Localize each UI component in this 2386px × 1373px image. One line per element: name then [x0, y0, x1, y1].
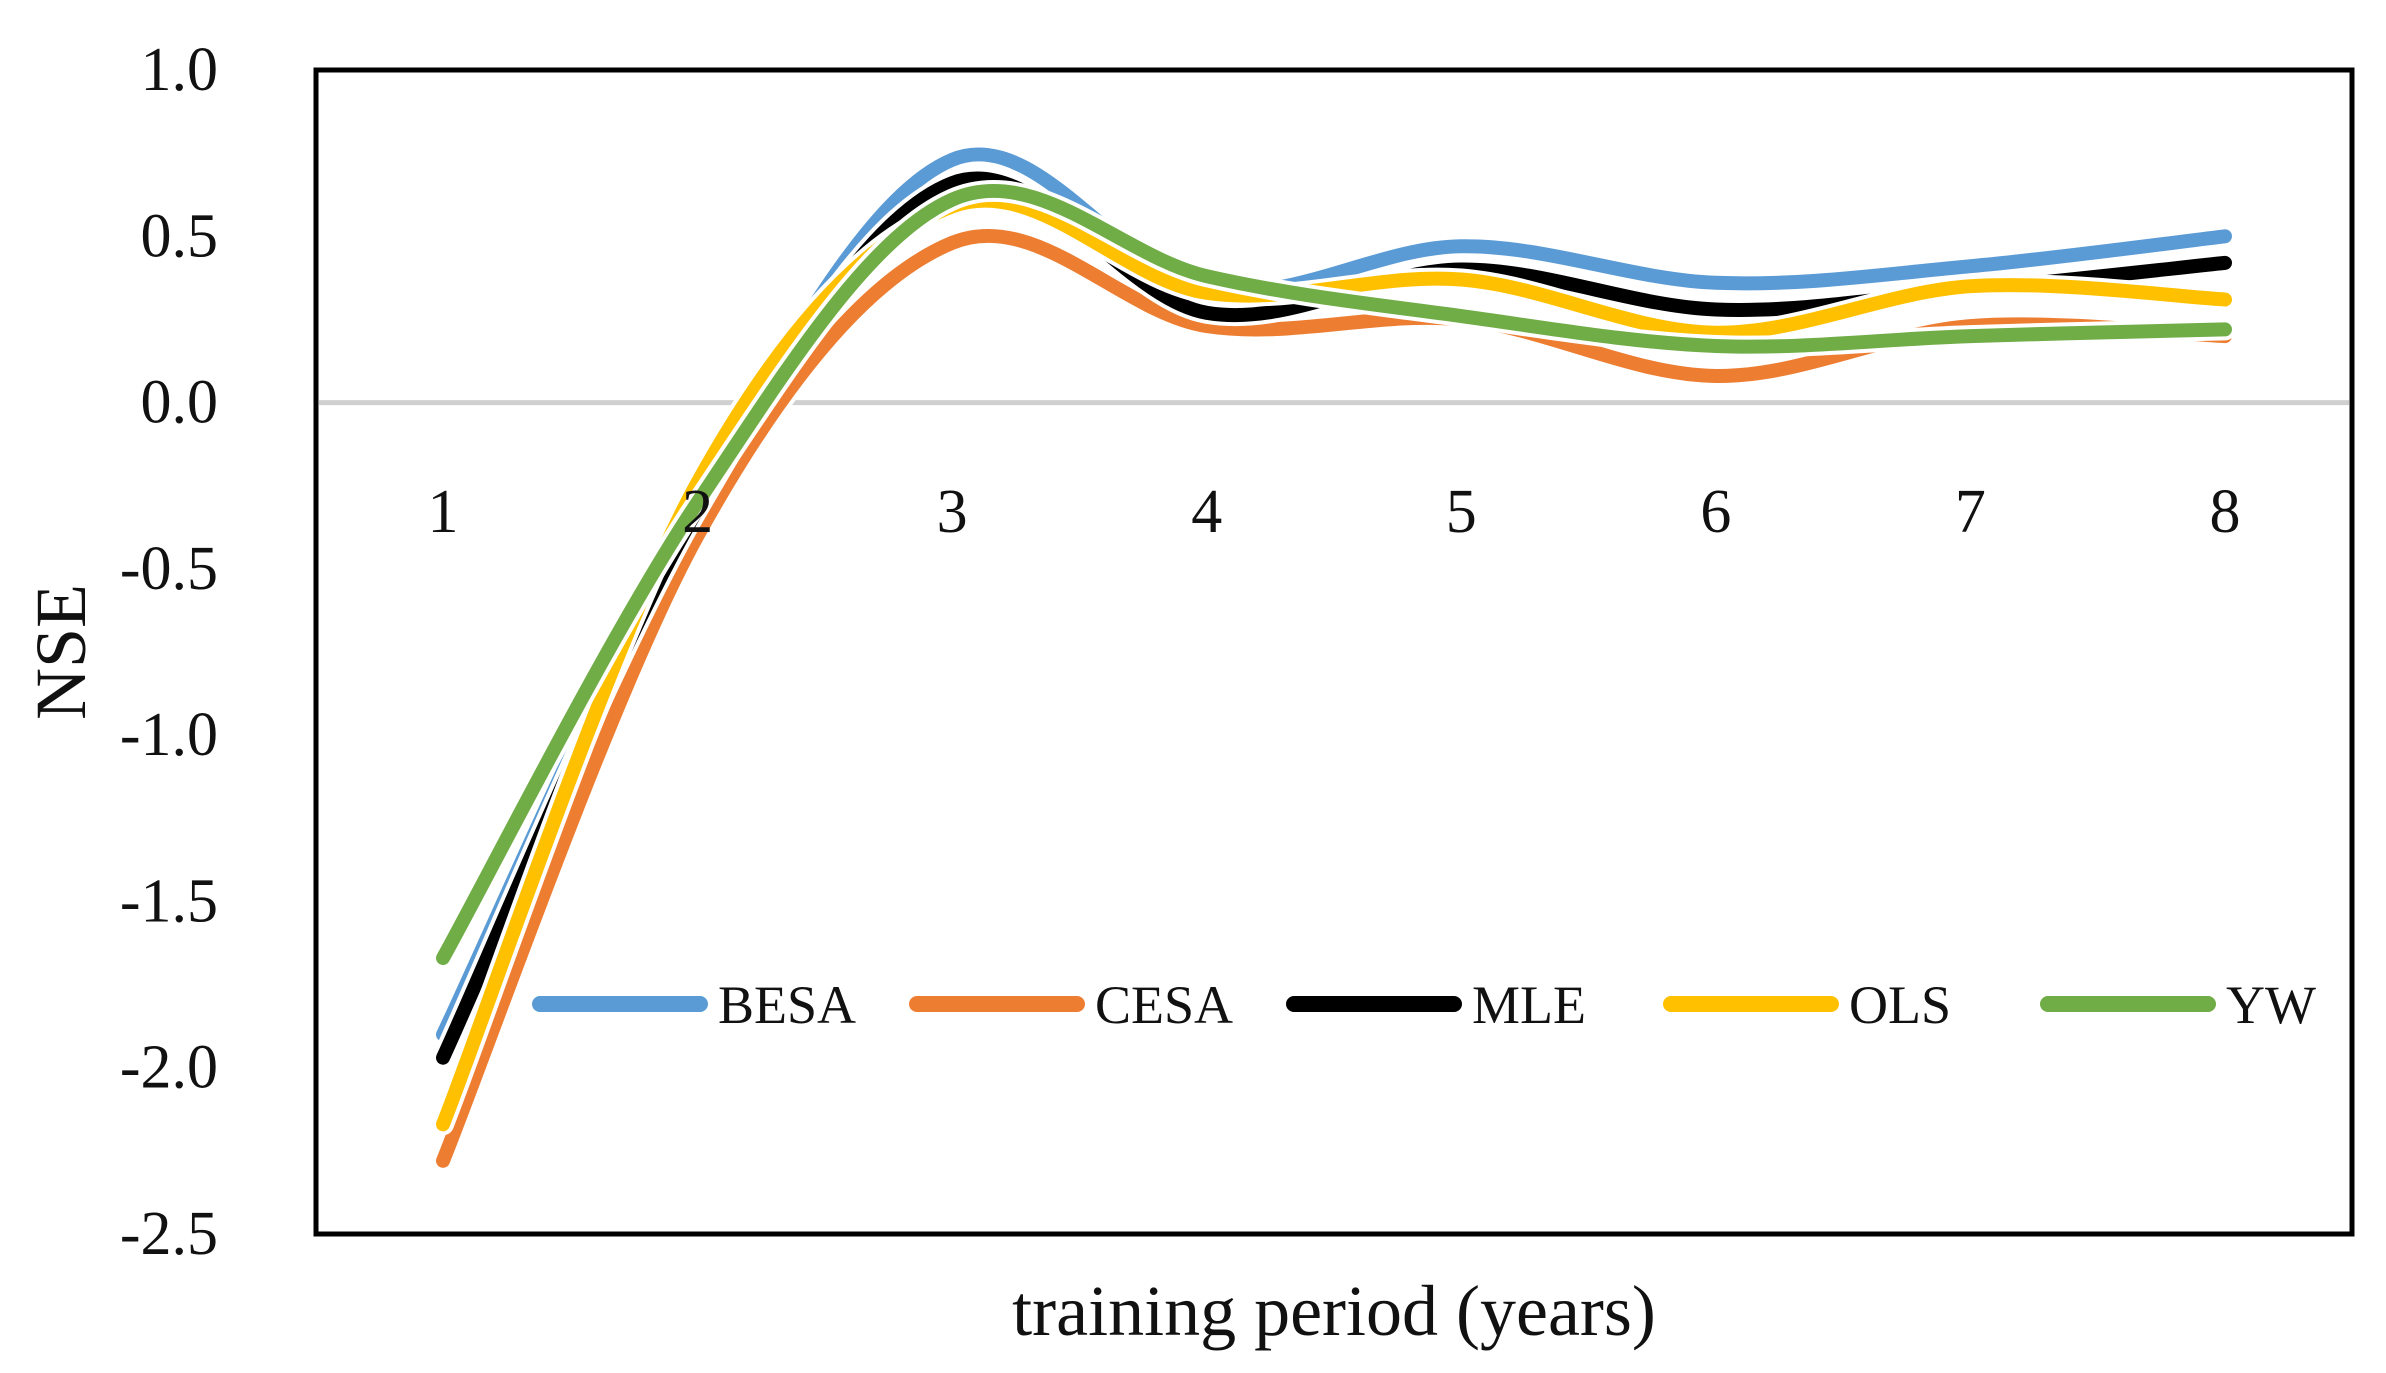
legend-label-ols: OLS	[1849, 975, 1951, 1035]
y-tick-label: -1.5	[120, 867, 218, 935]
series-line-cesa	[436, 229, 2232, 1168]
legend-label-yw: YW	[2226, 975, 2316, 1035]
y-tick-label: 0.0	[141, 369, 219, 437]
x-tick-label: 3	[937, 478, 968, 546]
y-axis-title: NSE	[21, 584, 101, 720]
x-tick-label: 1	[428, 478, 459, 546]
series-halo-cesa	[432, 225, 2236, 1172]
legend-label-mle: MLE	[1472, 975, 1586, 1035]
x-tick-label: 4	[1191, 478, 1222, 546]
y-tick-label: 1.0	[141, 36, 219, 104]
x-tick-label: 5	[1446, 478, 1477, 546]
series-halo-mle	[432, 167, 2236, 1069]
x-axis-title: training period (years)	[1012, 1271, 1656, 1351]
y-tick-label: -2.0	[120, 1034, 218, 1102]
y-tick-label: 0.5	[141, 202, 219, 270]
series-line-yw	[436, 183, 2232, 965]
x-tick-label: 6	[1700, 478, 1731, 546]
y-tick-label: -0.5	[120, 535, 218, 603]
x-tick-label: 2	[682, 478, 713, 546]
y-tick-label: -2.5	[120, 1200, 218, 1268]
plot-area-frame	[313, 67, 2355, 1237]
x-tick-label: 8	[2210, 478, 2241, 546]
y-tick-label: -1.0	[120, 701, 218, 769]
legend-label-cesa: CESA	[1095, 975, 1233, 1035]
series-line-mle	[436, 171, 2232, 1065]
legend-label-besa: BESA	[718, 975, 856, 1035]
x-tick-label: 7	[1955, 478, 1986, 546]
